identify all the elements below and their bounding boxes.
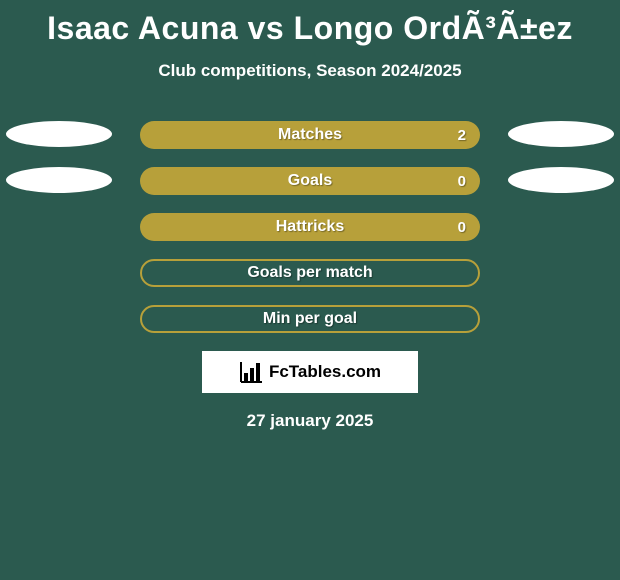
- stat-bar: Goals per match: [140, 259, 480, 287]
- stat-label: Matches: [278, 126, 342, 144]
- stat-rows: Matches 2 Goals 0 Hattricks 0 Goals per match M…: [0, 121, 620, 333]
- right-ellipse: [508, 167, 614, 193]
- page-title: Isaac Acuna vs Longo OrdÃ³Ã±ez: [0, 0, 620, 47]
- subtitle: Club competitions, Season 2024/2025: [0, 61, 620, 81]
- stat-row: Goals 0: [0, 167, 620, 195]
- chart-icon: [239, 361, 263, 383]
- brand-box[interactable]: FcTables.com: [202, 351, 418, 393]
- stat-label: Goals per match: [247, 264, 372, 282]
- date-text: 27 january 2025: [0, 411, 620, 431]
- right-ellipse: [508, 121, 614, 147]
- stat-bar: Hattricks 0: [140, 213, 480, 241]
- brand-text: FcTables.com: [269, 362, 381, 382]
- stat-value: 0: [458, 219, 466, 236]
- stat-row: Min per goal: [0, 305, 620, 333]
- stat-row: Matches 2: [0, 121, 620, 149]
- stat-value: 2: [458, 127, 466, 144]
- stat-bar: Matches 2: [140, 121, 480, 149]
- stat-row: Goals per match: [0, 259, 620, 287]
- stat-label: Min per goal: [263, 310, 357, 328]
- stat-label: Goals: [288, 172, 332, 190]
- stat-row: Hattricks 0: [0, 213, 620, 241]
- stat-bar: Min per goal: [140, 305, 480, 333]
- stat-label: Hattricks: [276, 218, 344, 236]
- left-ellipse: [6, 121, 112, 147]
- left-ellipse: [6, 167, 112, 193]
- stat-value: 0: [458, 173, 466, 190]
- stat-bar: Goals 0: [140, 167, 480, 195]
